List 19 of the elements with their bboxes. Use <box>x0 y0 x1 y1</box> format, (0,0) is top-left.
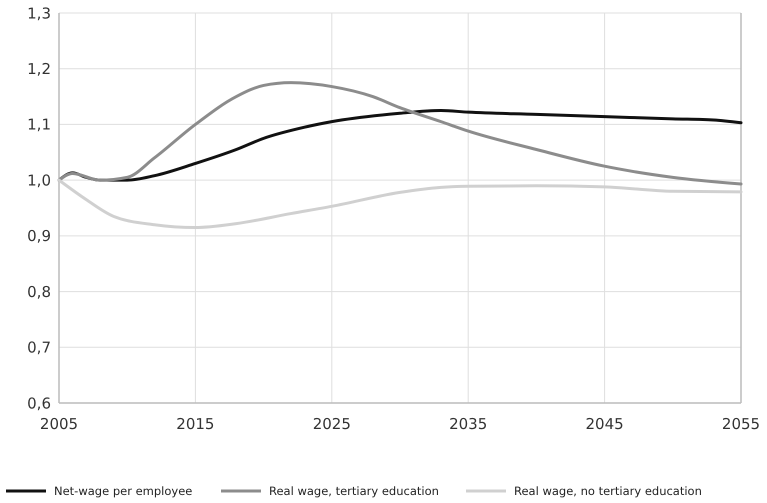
y-tick-label: 0,8 <box>27 282 51 301</box>
y-tick-label: 1,1 <box>27 116 51 134</box>
legend-label: Net-wage per employee <box>54 484 192 498</box>
y-tick-label: 1,3 <box>27 4 51 22</box>
legend-label: Real wage, tertiary education <box>269 484 439 498</box>
y-tick-label: 0,6 <box>27 394 51 412</box>
line-series <box>58 81 742 186</box>
x-tick-label: 2055 <box>722 415 760 433</box>
x-tick-label: 2035 <box>449 415 488 433</box>
x-tick-label: 2025 <box>312 415 351 433</box>
x-tick-label: 2005 <box>40 415 78 433</box>
y-tick-label: 1,0 <box>27 171 51 190</box>
y-tick-label: 0,9 <box>27 227 51 246</box>
x-tick-label: 2015 <box>176 415 214 433</box>
line-series <box>58 178 742 229</box>
y-tick-label: 1,2 <box>27 60 51 78</box>
legend-label: Real wage, no tertiary education <box>514 484 702 498</box>
x-tick-label: 2045 <box>586 415 624 433</box>
y-tick-label: 0,7 <box>27 338 51 357</box>
